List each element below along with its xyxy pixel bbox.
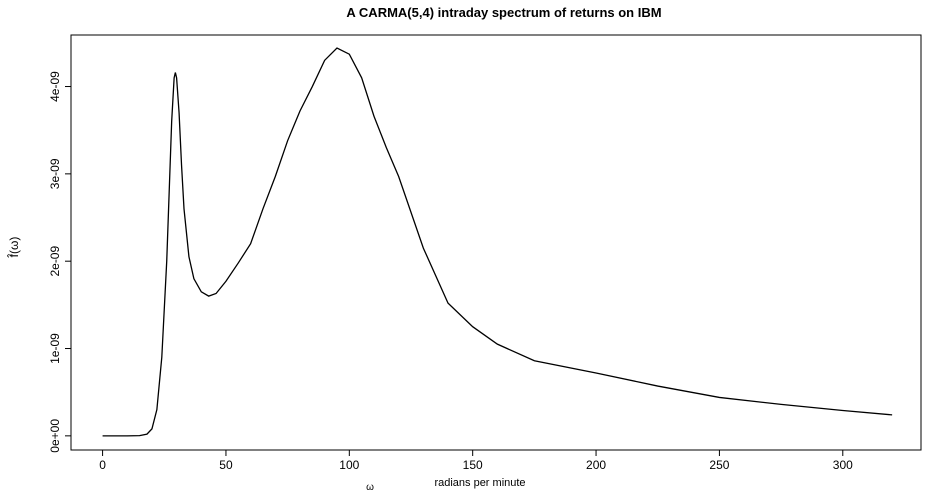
y-tick-label: 1e-09 (48, 333, 62, 364)
y-tick-label: 2e-09 (48, 246, 62, 277)
chart-title: A CARMA(5,4) intraday spectrum of return… (346, 5, 661, 20)
x-tick-label: 300 (833, 458, 853, 472)
x-tick-label: 250 (709, 458, 729, 472)
x-tick-label: 0 (99, 458, 106, 472)
y-tick-label: 4e-09 (48, 71, 62, 102)
x-axis-label: ω (366, 482, 374, 493)
x-tick-label: 50 (219, 458, 233, 472)
y-tick-label: 3e-09 (48, 158, 62, 189)
plot-box (70, 34, 922, 451)
x-axis-note: radians per minute (434, 477, 525, 489)
x-tick-label: 150 (463, 458, 483, 472)
line (102, 47, 893, 437)
y-axis-label: f̂(ω) (6, 237, 21, 258)
x-tick-label: 200 (586, 458, 606, 472)
x-tick-label: 100 (339, 458, 359, 472)
y-tick-label: 0e+00 (48, 419, 62, 453)
